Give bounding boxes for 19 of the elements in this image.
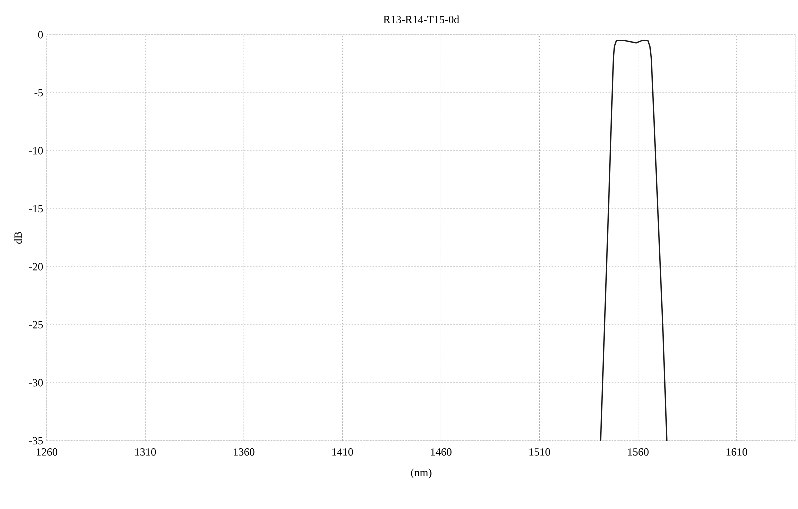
x-tick-label: 1410 [332, 448, 354, 456]
y-tick-label: -5 [34, 89, 44, 97]
chart-title: R13-R14-T15-0d [384, 16, 460, 24]
y-tick-label: -10 [29, 147, 44, 155]
x-axis-title: (nm) [411, 468, 432, 479]
x-tick-label: 1510 [530, 448, 550, 456]
y-axis-title: dB [14, 232, 22, 244]
y-tick-label: -20 [29, 263, 44, 271]
x-tick-label: 1260 [37, 448, 58, 456]
y-tick-label: -30 [29, 379, 44, 387]
x-tick-label: 1560 [628, 448, 649, 456]
y-tick-label: -15 [29, 205, 44, 213]
y-tick-label: -25 [29, 321, 44, 329]
x-tick-label: 1360 [234, 448, 255, 456]
y-tick-label: 0 [38, 31, 44, 39]
x-tick-label: 1610 [726, 448, 748, 456]
y-tick-label: -35 [29, 437, 44, 445]
x-tick-label: 1460 [431, 448, 452, 456]
x-tick-label: 1310 [136, 448, 156, 456]
